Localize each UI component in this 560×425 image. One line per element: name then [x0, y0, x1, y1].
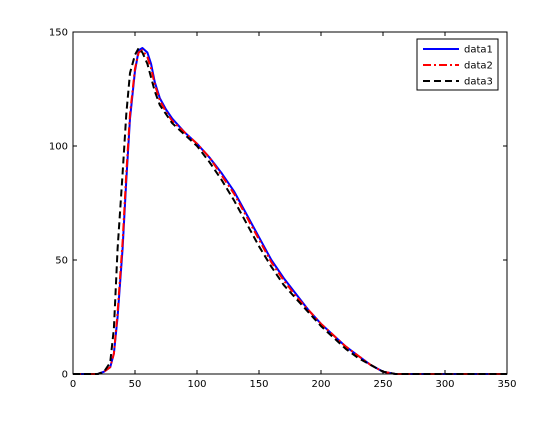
x-tick-label: 250 — [373, 379, 392, 390]
legend-label-data1: data1 — [464, 45, 493, 56]
y-tick-label: 50 — [55, 256, 68, 267]
y-tick-label: 0 — [62, 370, 68, 381]
legend-label-data2: data2 — [464, 61, 493, 72]
y-tick-label: 150 — [49, 28, 68, 39]
x-tick-label: 350 — [497, 379, 516, 390]
axes-box — [72, 31, 508, 375]
legend: data1 data2 data3 — [416, 38, 499, 91]
x-tick-label: 0 — [70, 379, 76, 390]
x-tick-label: 50 — [129, 379, 142, 390]
y-tick-label: 100 — [49, 142, 68, 153]
x-tick-label: 300 — [435, 379, 454, 390]
x-tick-label: 200 — [311, 379, 330, 390]
axes: 0 50 100 150 200 250 300 350 0 50 100 150 — [49, 28, 517, 391]
legend-label-data3: data3 — [464, 77, 493, 88]
x-tick-label: 150 — [249, 379, 268, 390]
x-tick-label: 100 — [187, 379, 206, 390]
